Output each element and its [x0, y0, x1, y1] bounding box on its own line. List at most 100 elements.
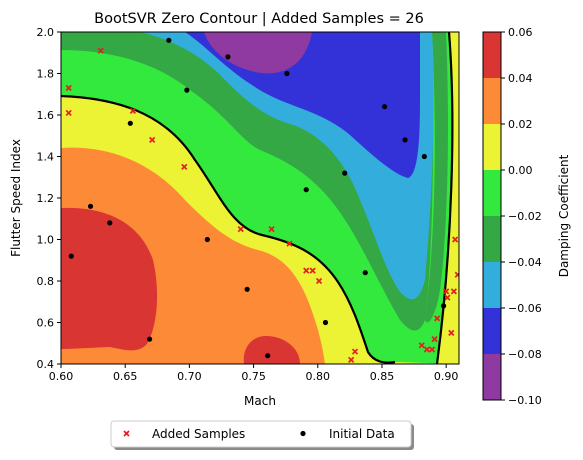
colorbar-tick-label: 0.04 [508, 72, 533, 85]
legend-box [110, 420, 412, 448]
colorbar-band [483, 262, 501, 308]
added-sample-point [309, 267, 316, 274]
added-sample-point [65, 84, 72, 92]
initial-data-point [166, 37, 172, 43]
added-sample-point [454, 271, 459, 278]
colorbar-band [483, 216, 501, 262]
added-sample-point [443, 288, 450, 295]
initial-data-point [322, 319, 329, 326]
x-tick-label: 0.85 [370, 370, 395, 383]
colorbar: 0.06 0.04 0.02 0.00 −0.02 −0.04 −0.06 −0.08 −0.1… [482, 26, 542, 407]
y-tick-label: 1.2 [37, 192, 55, 205]
zero-contour-line-right [435, 32, 454, 364]
y-tick-label: 1.4 [37, 151, 55, 164]
added-sample-point [315, 277, 323, 285]
y-tick-label: 1.0 [37, 234, 55, 247]
y-axis-ticks: 0.4 0.6 0.8 1.0 1.2 1.4 1.6 1.8 2.0 [37, 26, 61, 371]
initial-data-point [381, 104, 388, 110]
initial-data-point [303, 187, 309, 193]
initial-data-point [87, 203, 94, 209]
colorbar-tick-label: −0.06 [508, 302, 542, 315]
x-axis-ticks: 0.60 0.65 0.70 0.75 0.80 0.85 0.90 [49, 364, 459, 383]
legend-label-initial: Initial Data [329, 427, 395, 441]
legend-label-added: Added Samples [152, 427, 245, 441]
band-red-left [61, 207, 158, 351]
y-tick-label: 0.4 [37, 358, 55, 371]
dot-marker-icon [300, 430, 306, 437]
added-sample-point [444, 294, 451, 301]
x-marker-icon [123, 430, 130, 437]
initial-data-point [68, 253, 74, 259]
added-sample-point [149, 136, 156, 144]
x-tick-label: 0.70 [177, 370, 202, 383]
added-sample-point [423, 346, 431, 353]
colorbar-band [483, 354, 501, 400]
x-tick-label: 0.75 [241, 370, 266, 383]
x-axis-label: Mach [244, 394, 276, 408]
colorbar-band [483, 308, 501, 354]
chart-title: BootSVR Zero Contour | Added Samples = 2… [94, 11, 424, 27]
x-tick-label: 0.60 [49, 370, 74, 383]
band-yellow-right [437, 32, 459, 364]
added-sample-point [268, 226, 275, 233]
added-sample-point [348, 356, 355, 363]
added-sample-point [448, 329, 455, 336]
initial-data-point [107, 220, 113, 226]
initial-data-point [440, 303, 447, 309]
initial-data-point [402, 137, 408, 143]
added-sample-point [431, 335, 438, 343]
y-tick-label: 0.6 [37, 317, 55, 330]
initial-data-point [146, 336, 153, 342]
initial-data-point [421, 153, 427, 160]
added-sample-point [452, 236, 459, 243]
y-tick-label: 1.6 [37, 109, 55, 122]
initial-data-point [265, 353, 271, 359]
added-sample-point [129, 107, 136, 114]
colorbar-band [483, 124, 501, 170]
colorbar-tick-label: −0.10 [508, 394, 542, 407]
colorbar-label: Damping Coefficient [557, 154, 571, 277]
y-tick-label: 1.8 [37, 68, 55, 81]
initial-data-point [244, 286, 250, 292]
x-tick-label: 0.80 [306, 370, 331, 383]
added-sample-point [181, 163, 188, 170]
colorbar-tick-label: −0.08 [508, 348, 542, 361]
added-sample-point [351, 348, 359, 355]
added-sample-point [237, 226, 244, 233]
initial-data-point [284, 70, 290, 77]
legend: Added Samples Initial Data [110, 420, 414, 450]
plot-area [61, 32, 459, 364]
colorbar-band [483, 78, 501, 124]
initial-data-point [362, 270, 368, 276]
added-sample-point [434, 315, 441, 322]
x-tick-label: 0.90 [434, 370, 459, 383]
colorbar-band [483, 170, 501, 216]
added-sample-point [65, 109, 72, 117]
band-purple [204, 32, 312, 74]
initial-data-point [127, 120, 133, 126]
zero-contour-line [61, 94, 396, 364]
added-sample-point [418, 342, 425, 349]
y-tick-label: 0.8 [37, 275, 55, 288]
colorbar-tick-label: −0.04 [508, 256, 542, 269]
initial-data-point [184, 87, 190, 93]
y-tick-label: 2.0 [37, 26, 55, 39]
band-darkgreen-right [425, 32, 448, 323]
y-axis-label: Flutter Speed Index [9, 139, 23, 257]
initial-data-point [342, 170, 348, 176]
initial-data-point [204, 236, 210, 243]
colorbar-band [483, 32, 501, 78]
added-sample-point [428, 346, 436, 353]
added-sample-point [286, 240, 293, 247]
added-sample-point [97, 47, 104, 54]
legend-entry-added: Added Samples [123, 427, 245, 441]
band-red-bottom [243, 336, 300, 364]
markers-layer [65, 37, 459, 363]
colorbar-tick-label: −0.02 [508, 210, 542, 223]
colorbar-tick-label: 0.00 [508, 164, 533, 177]
x-tick-label: 0.65 [113, 370, 138, 383]
added-sample-point [450, 288, 457, 295]
legend-entry-initial: Initial Data [300, 427, 395, 441]
colorbar-tick-label: 0.06 [508, 26, 533, 39]
